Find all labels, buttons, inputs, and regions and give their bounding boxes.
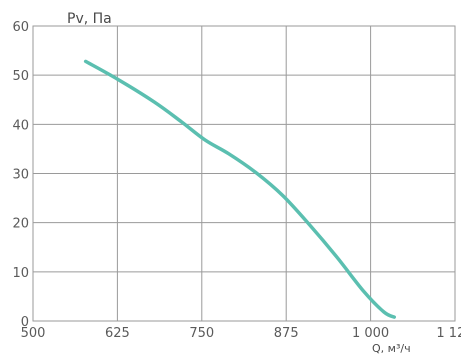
y-tick-label: 40 — [12, 118, 29, 133]
x-axis-label: Q, м³/ч — [372, 342, 411, 355]
y-tick-label: 60 — [12, 20, 29, 35]
y-tick-label: 10 — [12, 266, 29, 281]
y-tick-label: 0 — [21, 315, 29, 330]
y-tick-label: 20 — [12, 217, 29, 232]
x-tick-label: 875 — [274, 326, 299, 341]
x-tick-label: 500 — [21, 326, 46, 341]
y-axis-label: Pv, Па — [67, 11, 112, 27]
x-tick-label: 625 — [105, 326, 130, 341]
y-tick-label: 30 — [12, 168, 29, 183]
y-tick-label: 50 — [12, 69, 29, 84]
x-tick-label: 1 000 — [352, 326, 389, 341]
grid — [33, 26, 455, 321]
tick-labels: 500 625 750 875 1 000 1 125 0 10 20 30 40 50 60 — [12, 20, 461, 341]
x-tick-label: 750 — [189, 326, 214, 341]
series-line — [83, 59, 396, 319]
x-tick-label: 1 125 — [436, 326, 461, 341]
